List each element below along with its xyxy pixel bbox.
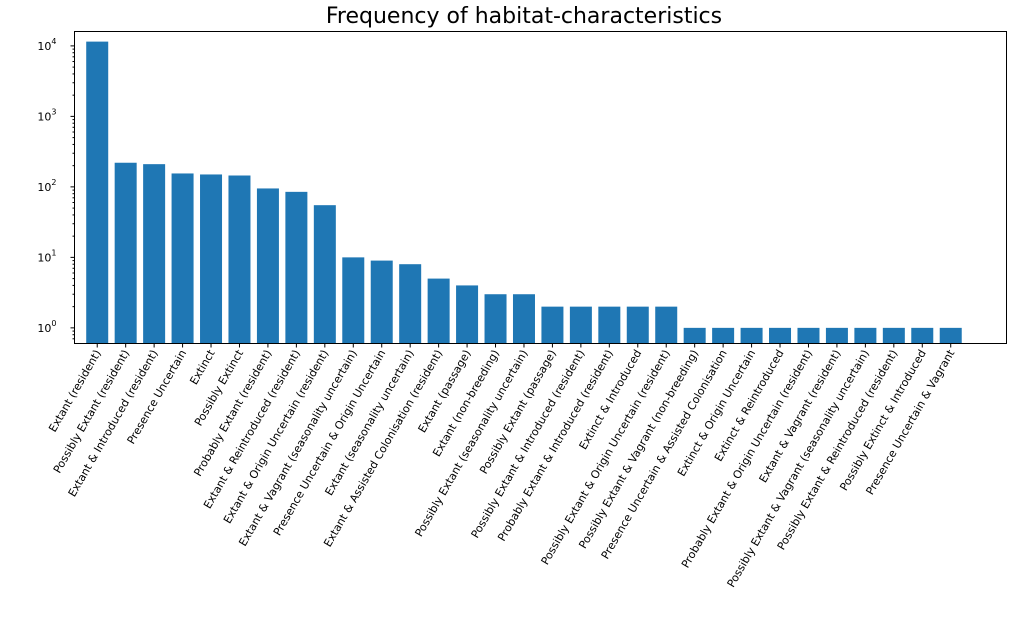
y-axis: 100 101 102 103 104 bbox=[37, 37, 75, 340]
bar bbox=[370, 260, 393, 344]
bar bbox=[171, 173, 194, 344]
bar bbox=[797, 327, 820, 344]
bars-group bbox=[86, 41, 962, 344]
bar bbox=[854, 327, 877, 344]
bar bbox=[285, 191, 308, 344]
bar bbox=[569, 306, 592, 344]
bar bbox=[228, 175, 251, 344]
bar bbox=[484, 294, 507, 344]
y-tick-label: 102 bbox=[37, 178, 56, 194]
bar bbox=[143, 164, 166, 344]
bar bbox=[655, 306, 678, 344]
bar bbox=[512, 294, 535, 344]
bar bbox=[939, 327, 962, 344]
bar bbox=[769, 327, 792, 344]
bar bbox=[626, 306, 649, 344]
bar bbox=[712, 327, 735, 344]
y-tick-label: 101 bbox=[37, 248, 56, 264]
bar bbox=[882, 327, 905, 344]
bar bbox=[256, 188, 279, 344]
bar bbox=[456, 285, 479, 344]
bar bbox=[825, 327, 848, 344]
y-tick-label: 104 bbox=[37, 37, 56, 53]
plot-frame bbox=[74, 31, 1007, 344]
bar bbox=[541, 306, 564, 344]
bar bbox=[911, 327, 934, 344]
bar bbox=[399, 264, 422, 344]
x-axis: Extant (resident)Possibly Extant (reside… bbox=[46, 343, 958, 590]
y-tick-label: 103 bbox=[37, 107, 56, 123]
bar bbox=[683, 327, 706, 344]
bar bbox=[342, 257, 365, 344]
chart-title: Frequency of habitat-characteristics bbox=[326, 4, 722, 29]
bar bbox=[740, 327, 763, 344]
bar bbox=[598, 306, 621, 344]
x-tick-label: Extinct bbox=[187, 347, 218, 387]
y-tick-label: 100 bbox=[37, 319, 56, 335]
bar bbox=[200, 174, 223, 344]
bar bbox=[427, 278, 450, 344]
bar bbox=[114, 162, 137, 344]
bar bbox=[313, 205, 336, 344]
bar bbox=[86, 41, 109, 344]
